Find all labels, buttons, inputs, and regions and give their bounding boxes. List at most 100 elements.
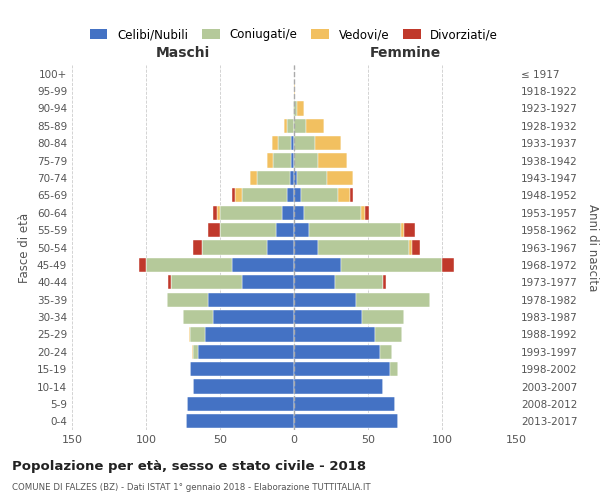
Bar (189, 328, 190, 342)
Bar (297, 171, 326, 185)
Bar (220, 206, 282, 220)
Bar (294, 344, 380, 359)
Bar (390, 362, 398, 376)
Bar (208, 292, 294, 307)
Bar (294, 397, 395, 411)
Bar (338, 188, 350, 202)
Bar (317, 240, 409, 254)
Bar (297, 102, 304, 116)
Bar (294, 362, 390, 376)
Bar (356, 292, 430, 307)
Bar (282, 206, 294, 220)
Text: Popolazione per età, sesso e stato civile - 2018: Popolazione per età, sesso e stato civil… (12, 460, 366, 473)
Bar (257, 171, 290, 185)
Bar (294, 240, 317, 254)
Text: Femmine: Femmine (370, 46, 440, 60)
Bar (193, 380, 294, 394)
Bar (217, 206, 220, 220)
Bar (146, 258, 232, 272)
Bar (294, 102, 297, 116)
Bar (304, 206, 361, 220)
Bar (291, 154, 294, 168)
Bar (294, 118, 306, 133)
Bar (268, 240, 294, 254)
Bar (273, 154, 291, 168)
Bar (190, 362, 294, 376)
Bar (317, 154, 347, 168)
Bar (294, 328, 376, 342)
Bar (294, 223, 309, 237)
Bar (294, 292, 356, 307)
Bar (294, 310, 362, 324)
Bar (362, 310, 404, 324)
Bar (290, 171, 294, 185)
Bar (350, 188, 353, 202)
Bar (315, 136, 341, 150)
Bar (193, 240, 202, 254)
Legend: Celibi/Nubili, Coniugati/e, Vedovi/e, Divorziati/e: Celibi/Nubili, Coniugati/e, Vedovi/e, Di… (85, 24, 503, 46)
Bar (294, 414, 398, 428)
Text: COMUNE DI FALZES (BZ) - Dati ISTAT 1° gennaio 2018 - Elaborazione TUTTITALIA.IT: COMUNE DI FALZES (BZ) - Dati ISTAT 1° ge… (12, 482, 371, 492)
Bar (365, 206, 370, 220)
Bar (294, 258, 341, 272)
Bar (341, 258, 442, 272)
Bar (306, 118, 323, 133)
Bar (198, 344, 294, 359)
Bar (242, 188, 287, 202)
Bar (409, 240, 412, 254)
Bar (291, 136, 294, 150)
Y-axis label: Anni di nascita: Anni di nascita (586, 204, 599, 291)
Bar (168, 275, 171, 289)
Bar (278, 136, 291, 150)
Bar (294, 380, 383, 394)
Bar (361, 206, 365, 220)
Bar (171, 275, 242, 289)
Bar (250, 171, 257, 185)
Bar (401, 223, 404, 237)
Bar (139, 258, 146, 272)
Bar (167, 292, 208, 307)
Bar (232, 188, 235, 202)
Bar (272, 136, 278, 150)
Bar (294, 171, 297, 185)
Bar (276, 223, 294, 237)
Bar (205, 328, 294, 342)
Bar (212, 310, 294, 324)
Y-axis label: Fasce di età: Fasce di età (19, 212, 31, 282)
Bar (212, 206, 217, 220)
Bar (293, 102, 294, 116)
Text: Maschi: Maschi (156, 46, 210, 60)
Bar (326, 171, 353, 185)
Bar (294, 84, 295, 98)
Bar (442, 258, 454, 272)
Bar (190, 328, 205, 342)
Bar (287, 188, 294, 202)
Bar (301, 188, 338, 202)
Bar (287, 118, 294, 133)
Bar (294, 136, 315, 150)
Bar (294, 275, 335, 289)
Bar (380, 344, 392, 359)
Bar (294, 188, 301, 202)
Bar (284, 118, 287, 133)
Bar (268, 154, 273, 168)
Bar (232, 258, 294, 272)
Bar (183, 310, 212, 324)
Bar (412, 240, 420, 254)
Bar (208, 223, 220, 237)
Bar (202, 240, 268, 254)
Bar (186, 414, 294, 428)
Bar (192, 344, 193, 359)
Bar (383, 275, 386, 289)
Bar (294, 154, 317, 168)
Bar (309, 223, 401, 237)
Bar (376, 328, 402, 342)
Bar (242, 275, 294, 289)
Bar (335, 275, 383, 289)
Bar (404, 223, 415, 237)
Bar (193, 344, 198, 359)
Bar (220, 223, 276, 237)
Bar (294, 206, 304, 220)
Bar (187, 397, 294, 411)
Bar (235, 188, 242, 202)
